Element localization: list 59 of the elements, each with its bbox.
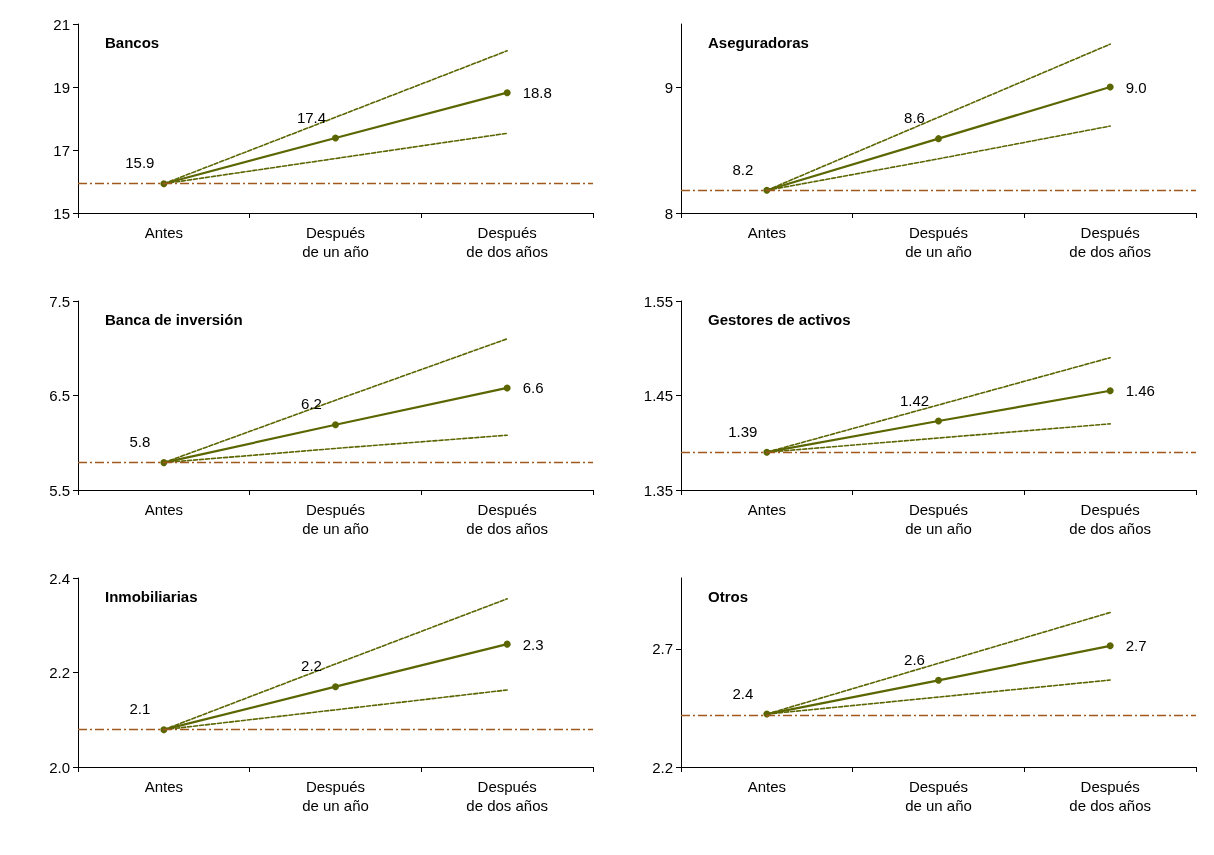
y-tick-label: 9: [664, 78, 673, 96]
y-tick-label: 1.55: [643, 292, 673, 310]
x-tick-label: Después de dos años: [466, 224, 549, 260]
x-tick-label: Después de dos años: [1069, 501, 1152, 537]
text: Bancos: [105, 34, 160, 51]
y-tick-label: 2.7: [652, 640, 673, 658]
data-label: 18.8: [522, 84, 552, 102]
y-tick-label: 21: [53, 15, 70, 33]
data-label: 2.4: [732, 684, 754, 702]
y-tick-label: 19: [53, 78, 70, 96]
text: Otros: [708, 588, 749, 605]
data-label: 6.2: [301, 395, 322, 413]
y-tick-label: 2.2: [652, 758, 673, 776]
data-label: 17.4: [296, 108, 327, 126]
data-label: 5.8: [129, 433, 151, 451]
data-label: 8.6: [904, 109, 925, 127]
y-tick-label: 2.0: [49, 758, 70, 776]
data-label: 2.6: [904, 650, 925, 668]
x-tick-label: Después de un año: [905, 778, 972, 814]
y-tick-label: 8: [664, 204, 673, 222]
x-tick-label: Después de dos años: [1069, 778, 1152, 814]
text: Gestores de activos: [708, 311, 851, 328]
y-tick-label: 1.45: [643, 387, 673, 404]
data-label: 15.9: [125, 154, 155, 172]
text: Inmobiliarias: [105, 588, 198, 605]
x-tick-label: Antes: [144, 778, 184, 795]
x-tick-label: Después de un año: [302, 224, 369, 260]
text: Aseguradoras: [708, 34, 809, 51]
data-label: 1.46: [1125, 382, 1155, 400]
y-tick-label: 6.5: [49, 387, 70, 404]
y-tick-label: 17: [53, 141, 70, 159]
data-label: 1.39: [728, 422, 758, 440]
data-label: 8.2: [732, 160, 754, 178]
x-tick-label: Antes: [747, 224, 787, 241]
data-label: 2.2: [301, 657, 322, 675]
data-label: 1.42: [899, 391, 930, 409]
x-tick-label: Después de un año: [905, 224, 972, 260]
x-tick-label: Antes: [144, 224, 184, 241]
x-tick-label: Antes: [144, 501, 184, 518]
y-tick-label: 7.5: [49, 292, 70, 310]
x-tick-label: Después de dos años: [466, 778, 549, 814]
x-tick-label: Antes: [747, 778, 787, 795]
y-tick-label: 15: [53, 204, 70, 222]
text: Banca de inversión: [105, 311, 243, 328]
data-label: 2.1: [129, 700, 151, 718]
x-tick-label: Después de un año: [905, 501, 972, 537]
y-tick-label: 2.4: [49, 569, 70, 587]
y-tick-label: 1.35: [643, 481, 673, 499]
x-tick-label: Después de dos años: [1069, 224, 1152, 260]
y-tick-label: 2.2: [49, 664, 70, 681]
x-tick-label: Después de dos años: [466, 501, 549, 537]
x-tick-label: Antes: [747, 501, 787, 518]
data-label: 6.6: [522, 379, 544, 397]
y-tick-label: 5.5: [49, 481, 70, 499]
data-label: 2.7: [1125, 637, 1147, 655]
x-tick-label: Después de un año: [302, 778, 369, 814]
x-tick-label: Después de un año: [302, 501, 369, 537]
data-label: 9.0: [1125, 78, 1147, 96]
data-label: 2.3: [522, 635, 544, 653]
